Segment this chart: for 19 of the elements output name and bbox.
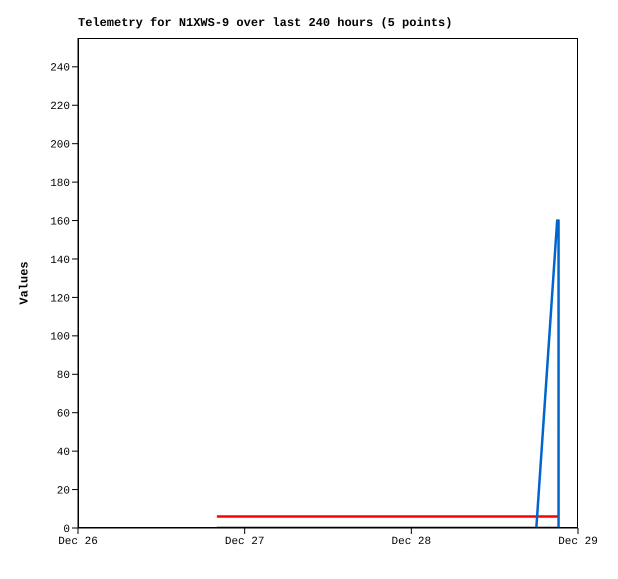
y-tick-label: 120 bbox=[50, 293, 70, 306]
y-tick-label: 60 bbox=[56, 408, 70, 421]
y-tick-label: 80 bbox=[56, 370, 70, 382]
x-tick-label: Dec 26 bbox=[58, 536, 98, 548]
y-tick-label: 220 bbox=[50, 101, 70, 114]
y-tick-label: 140 bbox=[50, 254, 70, 267]
y-tick-label: 100 bbox=[50, 332, 70, 344]
x-tick-label: Dec 28 bbox=[392, 536, 432, 548]
y-tick-label: 240 bbox=[50, 62, 70, 75]
chart-title: Telemetry for N1XWS-9 over last 240 hours (5 points) bbox=[78, 16, 452, 30]
y-axis-title: Values bbox=[17, 261, 32, 305]
y-tick-label: 40 bbox=[56, 447, 70, 460]
x-tick-label: Dec 27 bbox=[224, 536, 264, 548]
x-tick-label: Dec 29 bbox=[558, 536, 598, 548]
y-tick-label: 200 bbox=[50, 140, 70, 152]
y-tick-label: 180 bbox=[50, 178, 70, 190]
y-tick-label: 20 bbox=[56, 485, 70, 498]
y-tick-label: 0 bbox=[63, 524, 70, 536]
y-tick-label: 160 bbox=[50, 216, 70, 228]
